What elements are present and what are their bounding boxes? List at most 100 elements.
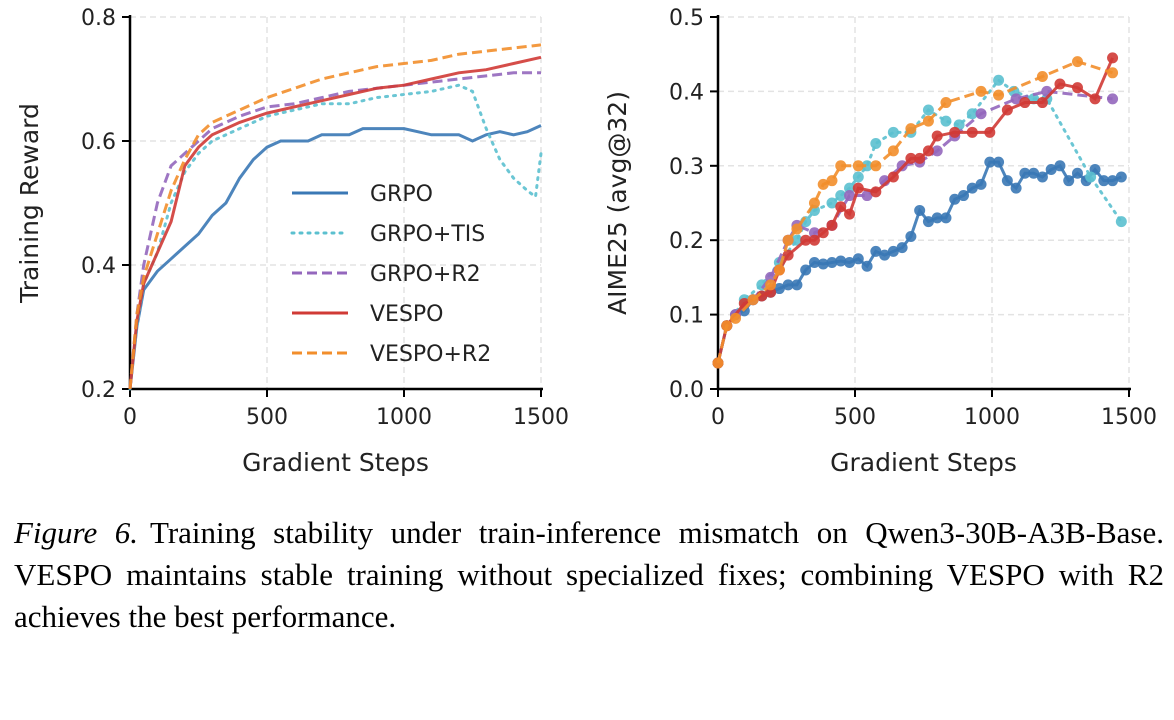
data-point [975,178,987,190]
x-tick-label: 500 [246,405,288,430]
data-point [791,234,803,246]
data-point [931,145,943,157]
data-point [861,190,873,202]
series-line-vespo-plus-r2 [128,43,542,390]
data-point [1107,93,1119,105]
data-point [808,234,820,246]
data-point [835,190,847,202]
data-point [826,257,838,269]
data-point [817,178,829,190]
series-line-grpo-plus-tis [128,83,543,391]
y-tick-label: 0.2 [669,229,704,254]
data-point [914,204,926,216]
data-point [782,279,794,291]
data-point [835,255,847,267]
data-point [993,89,1005,101]
data-point [879,249,891,261]
data-point [817,227,829,239]
data-point [791,279,803,291]
y-tick-label: 0.5 [669,6,704,31]
data-point [852,171,864,183]
data-point [1107,175,1119,187]
y-tick-label: 0.1 [669,304,704,329]
data-point [922,145,934,157]
data-point [1019,167,1031,179]
data-point [905,123,917,135]
data-point [1071,167,1083,179]
data-point [958,190,970,202]
data-point [887,145,899,157]
data-point [1045,164,1057,176]
data-point [966,126,978,138]
x-axis-label: Gradient Steps [242,448,429,477]
series-line-vespo-plus-r2 [716,60,1114,364]
data-point [1115,171,1127,183]
data-point [773,283,785,295]
data-point [940,212,952,224]
data-point [721,320,733,332]
data-point [835,201,847,213]
data-point [1036,97,1048,109]
data-point [844,257,856,269]
data-point [887,126,899,138]
data-point [782,249,794,261]
data-point [1010,182,1022,194]
data-point [870,160,882,172]
data-point [1107,67,1119,79]
data-point [887,245,899,257]
data-point [1071,82,1083,94]
x-tick-label: 1000 [964,405,1020,430]
series-line-grpo [128,124,542,390]
data-point [861,260,873,272]
x-tick-label: 1500 [1101,405,1157,430]
data-point [747,294,759,306]
data-point [808,197,820,209]
data-point [773,264,785,276]
y-tick-label: 0.3 [669,155,704,180]
data-point [1089,93,1101,105]
chart-panel-2: 0 500 1000 1500 0.0 0.1 0.2 0.3 0.4 0.5 Gradient S… [603,6,1157,477]
data-point [931,212,943,224]
data-point [922,104,934,116]
data-point [765,279,777,291]
data-point [1036,171,1048,183]
data-point [1001,104,1013,116]
data-point [870,137,882,149]
data-point [808,257,820,269]
data-point [949,126,961,138]
data-point [782,234,794,246]
data-point [826,219,838,231]
data-point [905,230,917,242]
data-point [1028,167,1040,179]
data-point [1019,97,1031,109]
data-point [1107,52,1119,64]
y-tick-label: 0.4 [81,254,116,279]
y-tick-label: 0.0 [669,378,704,403]
data-point [1054,160,1066,172]
series-line-grpo-plus-tis [716,78,1123,365]
y-tick-label: 0.4 [669,80,704,105]
data-point [844,190,856,202]
data-point [870,245,882,257]
data-point [791,223,803,235]
legend-label: GRPO+R2 [370,262,481,287]
figure: 0 500 1000 1500 0.2 0.4 0.6 0.8 Gradient Steps Tr… [15,6,1157,477]
data-point [730,312,742,324]
caption-label: Figure 6. [14,515,138,550]
y-tick-label: 0.6 [81,130,116,155]
data-point [800,234,812,246]
data-point [852,253,864,265]
data-point [940,115,952,127]
data-point [852,182,864,194]
chart-panel-1: 0 500 1000 1500 0.2 0.4 0.6 0.8 Gradient Steps Tr… [15,6,569,477]
data-point [922,216,934,228]
data-point [826,175,838,187]
data-point [975,108,987,120]
y-tick-label: 0.2 [81,378,116,403]
data-point [817,258,829,270]
data-point [887,171,899,183]
data-point [949,193,961,205]
data-point [1010,93,1022,105]
data-point [835,160,847,172]
data-point [1085,171,1097,183]
